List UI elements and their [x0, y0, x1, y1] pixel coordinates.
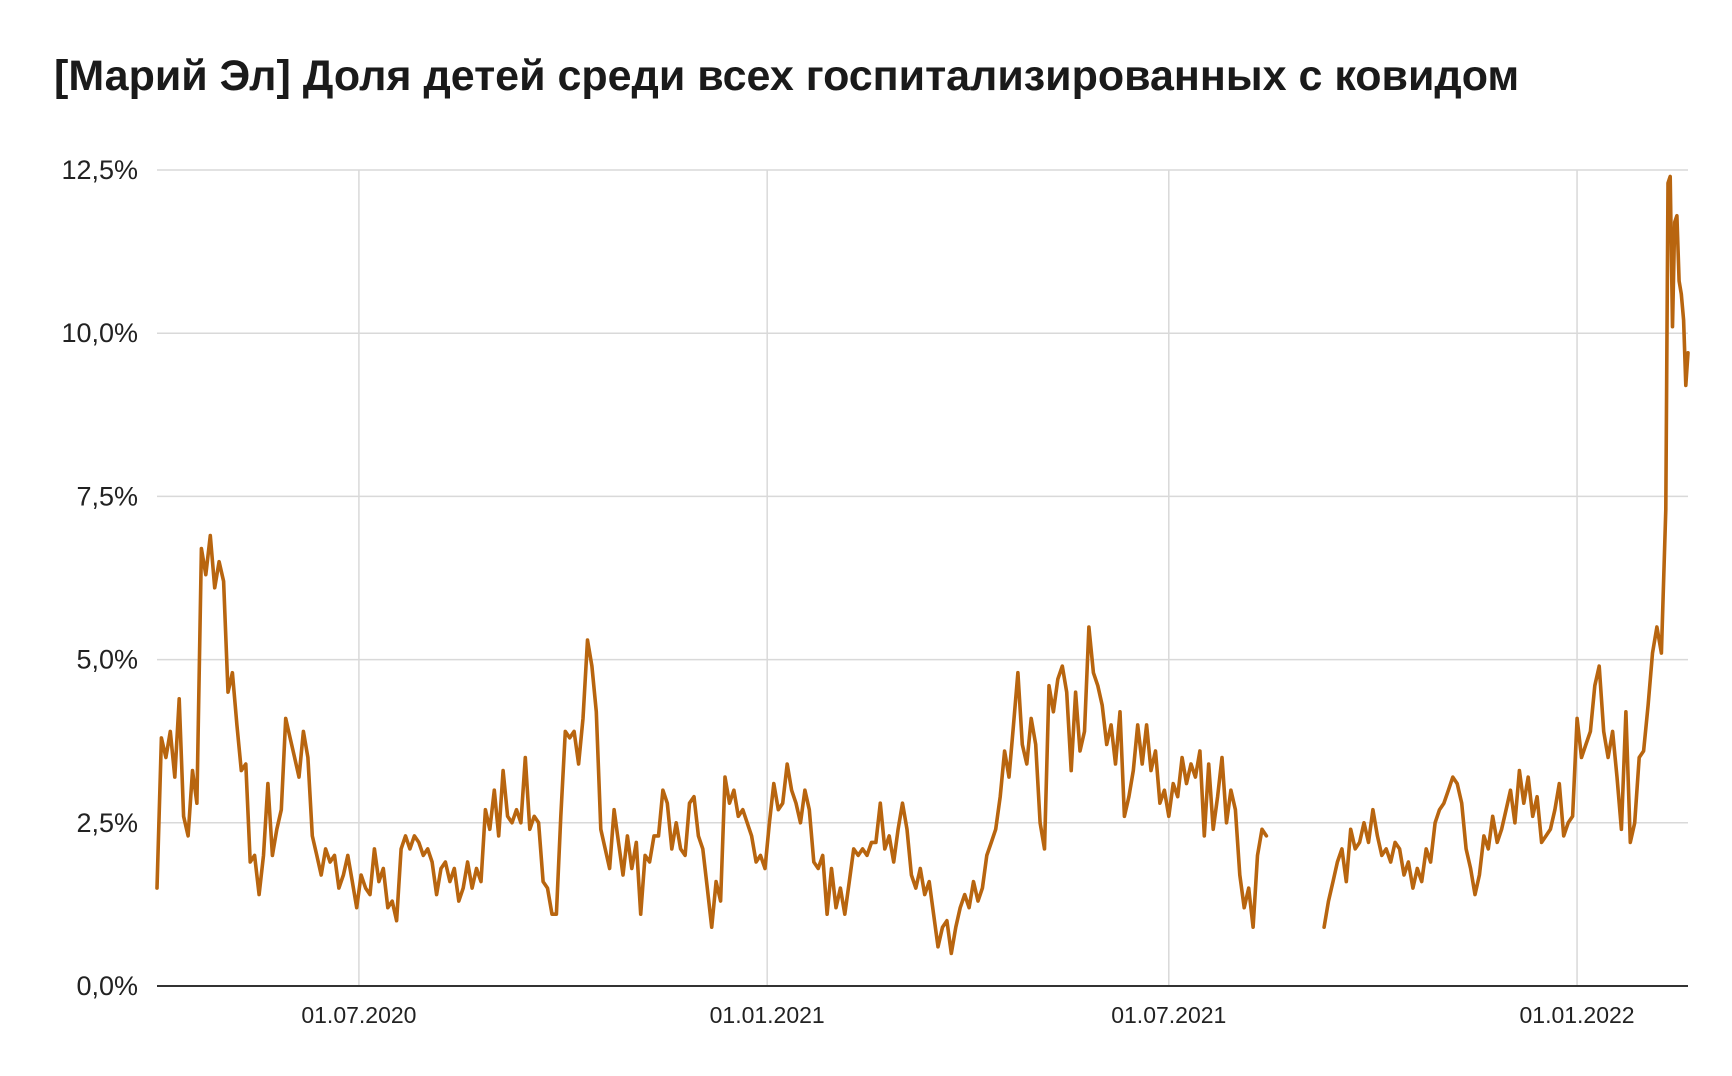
series-line: [1322, 174, 1690, 930]
series-line: [155, 533, 1269, 956]
y-tick-label: 10,0%: [61, 318, 138, 348]
x-tick-label: 01.07.2021: [1111, 1002, 1226, 1028]
y-tick-label: 0,0%: [76, 971, 138, 1001]
x-tick-label: 01.07.2020: [301, 1002, 416, 1028]
x-tick-label: 01.01.2022: [1519, 1002, 1634, 1028]
chart-title: [Марий Эл] Доля детей среди всех госпита…: [54, 52, 1520, 100]
x-tick-label: 01.01.2021: [710, 1002, 825, 1028]
y-tick-label: 12,5%: [61, 155, 138, 185]
y-tick-label: 5,0%: [76, 645, 138, 675]
series-group: [155, 174, 1690, 956]
x-axis-ticks: 01.07.2020 01.01.2021 01.07.2021 01.01.2022: [301, 1002, 1634, 1028]
y-tick-label: 7,5%: [76, 481, 138, 511]
gridlines: [157, 169, 1688, 986]
y-tick-label: 2,5%: [76, 808, 138, 838]
y-axis-ticks: 0,0% 2,5% 5,0% 7,5% 10,0% 12,5%: [61, 155, 138, 1001]
